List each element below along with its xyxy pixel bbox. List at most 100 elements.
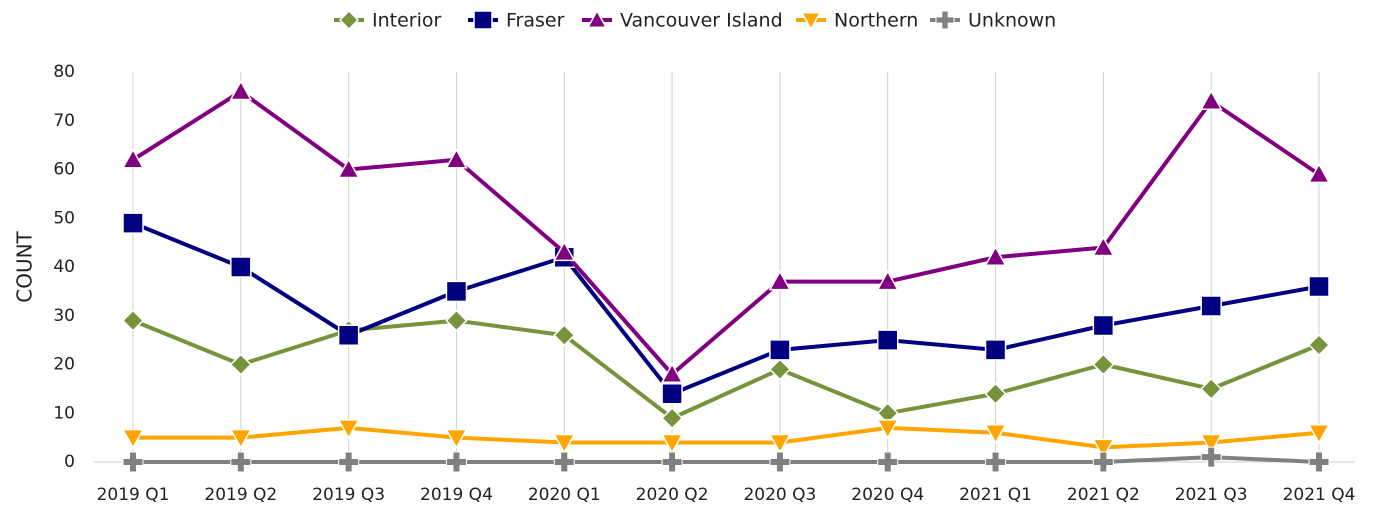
marker: [338, 9, 360, 31]
series-line: [132, 318, 1320, 421]
marker: [769, 339, 791, 361]
marker: [661, 451, 683, 473]
marker: [984, 245, 1007, 266]
x-tick-label: 2021 Q1: [959, 485, 1032, 505]
marker: [1199, 433, 1223, 455]
marker: [876, 329, 899, 351]
x-tick-label: 2021 Q2: [1067, 485, 1140, 505]
x-tick-label: 2020 Q3: [743, 485, 816, 505]
marker: [877, 451, 899, 473]
marker: [1092, 235, 1115, 257]
x-tick-label: 2019 Q2: [204, 485, 277, 505]
marker: [1092, 438, 1115, 459]
legend-label: Northern: [834, 10, 918, 32]
marker: [660, 362, 684, 383]
y-tick-label: 70: [53, 111, 75, 131]
y-tick-label: 50: [53, 208, 75, 228]
marker: [661, 407, 684, 430]
y-tick-label: 60: [53, 160, 75, 180]
marker: [984, 382, 1007, 405]
marker: [768, 358, 791, 381]
legend: Interior Fraser Vancouver Island Northern Un…: [334, 9, 1056, 32]
marker: [985, 451, 1007, 473]
marker: [1307, 424, 1331, 445]
marker: [1092, 451, 1114, 473]
marker: [935, 10, 955, 30]
marker: [769, 451, 791, 473]
marker: [1199, 89, 1223, 110]
marker: [229, 79, 253, 101]
marker: [586, 9, 608, 28]
marker: [552, 433, 576, 455]
marker: [230, 256, 252, 278]
marker: [122, 451, 144, 473]
series-line: [132, 221, 1320, 396]
marker: [338, 451, 360, 473]
marker: [1092, 314, 1115, 337]
marker: [445, 451, 467, 473]
marker: [1307, 333, 1331, 357]
marker: [121, 428, 145, 450]
marker: [230, 451, 252, 473]
y-tick-label: 20: [53, 355, 75, 375]
x-tick-label: 2020 Q1: [528, 485, 601, 505]
legend-label: Vancouver Island: [620, 10, 783, 32]
marker: [122, 212, 144, 234]
marker: [445, 280, 468, 303]
marker: [445, 428, 468, 450]
marker: [800, 12, 822, 31]
marker: [1092, 353, 1115, 376]
series: [121, 79, 1331, 383]
marker: [473, 10, 493, 30]
marker: [876, 419, 900, 440]
marker: [661, 383, 683, 405]
marker: [121, 148, 145, 169]
x-tick-label: 2020 Q2: [636, 485, 709, 505]
marker: [445, 148, 468, 169]
series-line: [133, 455, 1320, 464]
marker: [1200, 295, 1222, 317]
series-line: [133, 425, 1320, 450]
marker: [337, 157, 360, 179]
marker: [660, 433, 684, 455]
marker: [876, 270, 900, 291]
marker: [553, 324, 576, 347]
marker: [337, 419, 360, 440]
x-tick-label: 2021 Q4: [1283, 485, 1356, 505]
x-tick-label: 2019 Q4: [420, 485, 493, 505]
y-tick-label: 0: [64, 452, 75, 472]
series: [121, 309, 1331, 430]
marker: [1308, 451, 1330, 473]
marker: [229, 428, 253, 450]
marker: [1307, 162, 1331, 184]
y-tick-label: 80: [53, 62, 75, 82]
marker: [445, 309, 468, 332]
marker: [1200, 446, 1222, 468]
marker: [552, 240, 576, 262]
series: [121, 419, 1331, 459]
x-tick-label: 2021 Q3: [1175, 485, 1248, 505]
y-tick-label: 40: [53, 257, 75, 277]
x-tick-label: 2020 Q4: [851, 485, 924, 505]
marker: [229, 353, 252, 376]
series: [122, 446, 1330, 473]
x-tick-label: 2019 Q1: [97, 485, 170, 505]
marker: [984, 339, 1007, 361]
marker: [984, 424, 1007, 445]
marker: [121, 309, 145, 332]
marker: [337, 324, 360, 346]
marker: [768, 270, 792, 291]
x-tick-label: 2019 Q3: [312, 485, 385, 505]
legend-label: Fraser: [506, 10, 565, 32]
legend-label: Unknown: [968, 10, 1056, 32]
series: [122, 212, 1330, 405]
marker: [768, 433, 792, 455]
y-axis-label: COUNT: [13, 230, 37, 302]
marker: [553, 451, 575, 473]
y-tick-label: 30: [53, 306, 75, 326]
marker: [1308, 275, 1330, 298]
legend-label: Interior: [372, 10, 441, 32]
series-line: [131, 89, 1321, 377]
y-tick-label: 10: [53, 403, 75, 423]
